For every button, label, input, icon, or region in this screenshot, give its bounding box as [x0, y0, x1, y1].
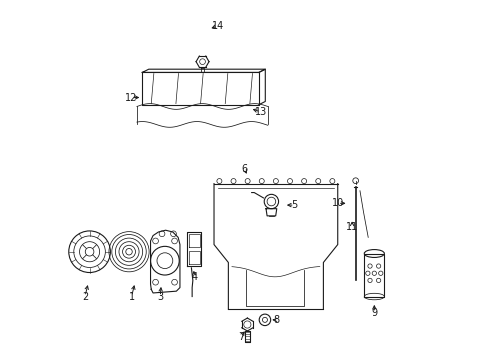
Text: 12: 12	[125, 93, 138, 103]
Text: 1: 1	[128, 292, 134, 302]
Text: 7: 7	[237, 332, 244, 342]
Text: 10: 10	[331, 198, 343, 208]
Text: 5: 5	[291, 200, 297, 210]
Text: 11: 11	[345, 222, 358, 231]
Text: 2: 2	[81, 292, 88, 302]
Text: 4: 4	[191, 272, 197, 282]
Text: 3: 3	[157, 292, 163, 302]
Text: 13: 13	[254, 107, 266, 117]
Text: 8: 8	[273, 315, 279, 325]
Text: 9: 9	[370, 308, 377, 318]
Text: 6: 6	[241, 164, 247, 174]
Text: 14: 14	[211, 21, 224, 31]
